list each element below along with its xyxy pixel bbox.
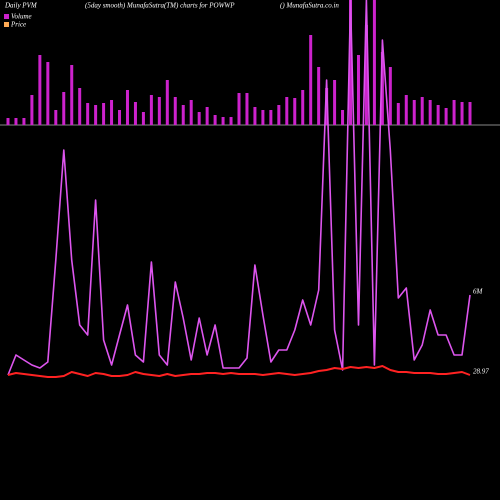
volume-bar <box>189 100 193 125</box>
volume-bar <box>70 65 74 125</box>
legend-label: Price <box>10 21 26 29</box>
volume-bar <box>149 95 153 125</box>
series-line <box>7 365 471 378</box>
volume-bar <box>46 62 50 125</box>
series-line <box>7 0 471 376</box>
volume-bar <box>22 118 26 125</box>
volume-bar <box>349 0 353 125</box>
volume-bar <box>436 105 440 125</box>
price-end-label: 28.97 <box>473 368 489 376</box>
volume-bar <box>404 95 408 125</box>
volume-bar <box>309 35 313 125</box>
chart-title: Daily PVM <box>4 2 38 10</box>
volume-bar <box>420 97 424 125</box>
volume-bar <box>261 110 265 125</box>
volume-bar <box>396 103 400 125</box>
volume-bar <box>165 80 169 125</box>
volume-bar <box>14 118 18 125</box>
volume-bar <box>277 105 281 125</box>
volume-bar <box>285 97 289 125</box>
volume-bar <box>205 107 209 125</box>
volume-bar <box>364 25 368 125</box>
volume-bar <box>133 102 137 125</box>
volume-bar <box>468 102 472 125</box>
volume-bar <box>78 88 82 125</box>
volume-bar <box>333 80 337 125</box>
volume-bar <box>94 105 98 125</box>
volume-bar <box>444 108 448 125</box>
volume-bar <box>388 67 392 125</box>
volume-end-label: 6M <box>473 288 484 296</box>
legend-swatch <box>4 22 9 27</box>
volume-bar <box>356 55 360 125</box>
legend-swatch <box>4 14 9 19</box>
volume-bar <box>213 115 217 125</box>
volume-bar <box>412 100 416 125</box>
volume-bar <box>197 112 201 125</box>
volume-bar <box>293 98 297 125</box>
volume-bar <box>237 93 241 125</box>
volume-bar <box>380 52 384 125</box>
volume-bar <box>157 97 161 125</box>
volume-bar <box>269 110 273 125</box>
volume-bar <box>6 118 10 125</box>
volume-bar <box>30 95 34 125</box>
volume-bar <box>38 55 42 125</box>
volume-bar <box>253 107 257 125</box>
volume-bar <box>428 100 432 125</box>
volume-bar <box>317 67 321 125</box>
volume-bar <box>141 112 145 125</box>
chart-subtitle: (5day smooth) MunafaSutra(TM) charts for… <box>85 2 235 10</box>
volume-bar <box>118 110 122 125</box>
volume-bar <box>245 93 249 125</box>
volume-bar <box>460 102 464 125</box>
volume-bar <box>452 100 456 125</box>
volume-bar <box>341 110 345 125</box>
volume-bar <box>173 97 177 125</box>
volume-bar <box>372 0 376 125</box>
volume-bar <box>125 90 129 125</box>
volume-bar <box>54 110 58 125</box>
source: () MunafaSutra.co.in <box>280 2 339 10</box>
volume-bar <box>86 103 90 125</box>
volume-bar <box>221 117 225 125</box>
legend-label: Volume <box>11 13 32 21</box>
volume-bar <box>325 88 329 125</box>
volume-bar <box>301 90 305 125</box>
volume-bar <box>110 100 114 125</box>
volume-bar <box>229 117 233 125</box>
volume-bar <box>181 105 185 125</box>
volume-bar <box>102 103 106 125</box>
volume-bar <box>62 92 66 125</box>
